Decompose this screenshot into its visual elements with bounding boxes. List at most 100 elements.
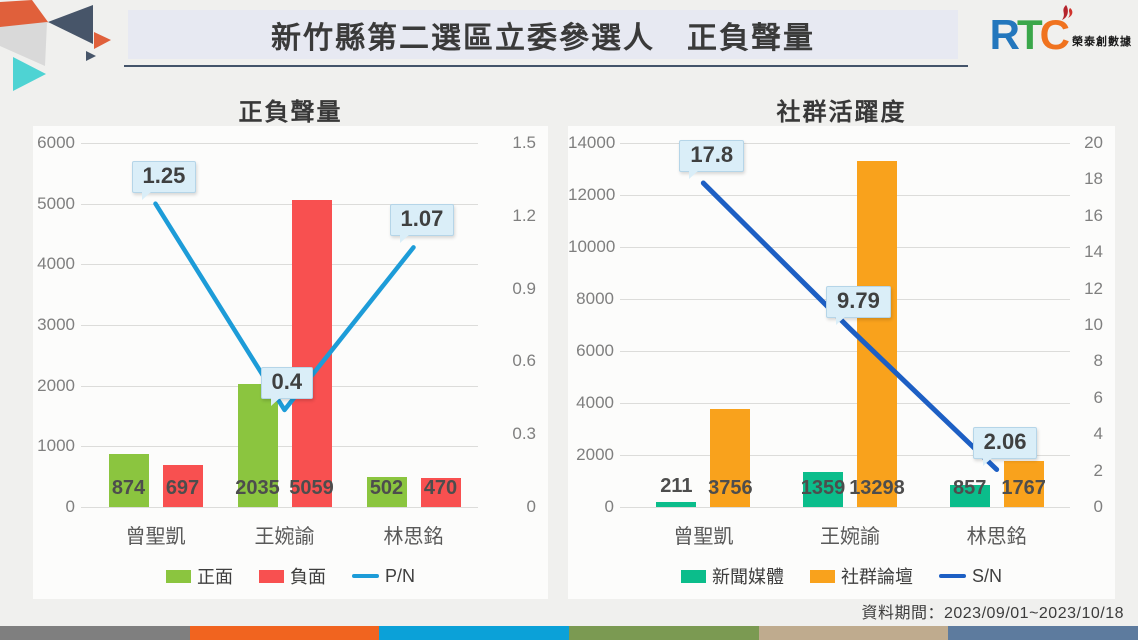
footer-color-strip bbox=[0, 626, 1138, 640]
legend-line-swatch bbox=[938, 574, 966, 578]
legend-item-negative: 負面 bbox=[258, 563, 326, 589]
gridline bbox=[81, 143, 478, 144]
news-media-bar bbox=[656, 501, 697, 507]
y-axis-tick-left: 12000 bbox=[568, 185, 616, 204]
social-forum-bar bbox=[1003, 461, 1044, 507]
social-forum-value-label: 1767 bbox=[1001, 477, 1046, 499]
brand-letter-c-wrap: C bbox=[1040, 5, 1073, 56]
news-media-value-label: 1359 bbox=[800, 477, 846, 499]
pn-ratio-line bbox=[153, 201, 416, 413]
legend-swatch bbox=[680, 569, 706, 583]
chart-title-sentiment: 正負聲量 bbox=[238, 99, 343, 126]
y-axis-tick-left: 10000 bbox=[568, 237, 616, 256]
flame-icon bbox=[1062, 5, 1073, 20]
legend-label: 負面 bbox=[289, 567, 326, 587]
sn-ratio-data-label: 9.79 bbox=[826, 285, 891, 325]
news-media-value-label: 857 bbox=[952, 477, 987, 499]
brand-letter-r: R bbox=[989, 11, 1020, 58]
page-title: 新竹縣第二選區立委參選人 正負聲量 bbox=[271, 21, 815, 55]
gridline bbox=[620, 143, 1070, 144]
negative-value-label: 697 bbox=[165, 477, 200, 499]
gridline bbox=[81, 507, 478, 508]
data-period-label: 資料期間：2023/09/01~2023/10/18 bbox=[861, 605, 1124, 622]
y-axis-tick-right: 0.6 bbox=[512, 351, 536, 371]
y-axis-tick-left: 4000 bbox=[37, 254, 75, 274]
legend-item-sn-ratio: S/N bbox=[938, 566, 1002, 587]
legend-label: P/N bbox=[384, 565, 415, 586]
y-axis-tick-left: 0 bbox=[604, 497, 614, 516]
legend-item-social-forum: 社群論壇 bbox=[809, 563, 913, 589]
y-axis-tick-right: 14 bbox=[1084, 242, 1103, 262]
news-media-bar bbox=[803, 471, 843, 507]
y-axis-tick-left: 2000 bbox=[576, 445, 614, 464]
gridline bbox=[620, 247, 1070, 248]
news-media-bar bbox=[949, 484, 990, 507]
gridline bbox=[620, 507, 1070, 508]
y-axis-tick-left: 1000 bbox=[37, 436, 75, 456]
footer-strip-segment bbox=[948, 626, 1138, 640]
y-axis-tick-right: 2 bbox=[1093, 460, 1103, 480]
y-axis-tick-right: 8 bbox=[1093, 351, 1103, 371]
footer-strip-segment bbox=[569, 626, 759, 640]
y-axis-tick-right: 0.9 bbox=[512, 278, 536, 298]
negative-bar bbox=[162, 464, 203, 507]
legend-swatch bbox=[258, 569, 284, 583]
category-label: 林思銘 bbox=[383, 526, 444, 548]
y-axis-tick-right: 6 bbox=[1093, 387, 1103, 407]
y-axis-tick-left: 8000 bbox=[576, 289, 614, 308]
pn-ratio-data-label: 1.25 bbox=[131, 160, 197, 200]
chart-legend: 正面 負面 P/N bbox=[33, 563, 548, 589]
brand-letter-t: T bbox=[1017, 11, 1043, 58]
legend-item-news-media: 新聞媒體 bbox=[680, 563, 784, 589]
legend-item-positive: 正面 bbox=[165, 563, 233, 589]
gridline bbox=[81, 446, 478, 448]
chart-title-social-activity: 社群活躍度 bbox=[776, 99, 907, 126]
social-forum-bar bbox=[857, 161, 897, 507]
y-axis-tick-left: 4000 bbox=[576, 393, 614, 412]
brand-name: 榮泰創數據 bbox=[1072, 36, 1132, 48]
chart-legend: 新聞媒體 社群論壇 S/N bbox=[568, 563, 1115, 589]
gridline bbox=[620, 351, 1070, 352]
negative-bar bbox=[291, 200, 332, 507]
y-axis-tick-right: 18 bbox=[1084, 169, 1103, 189]
y-axis-tick-left: 6000 bbox=[576, 341, 614, 360]
y-axis-tick-right: 12 bbox=[1084, 278, 1103, 298]
positive-value-label: 874 bbox=[111, 477, 146, 499]
y-axis-tick-right: 10 bbox=[1084, 315, 1103, 334]
y-axis-tick-left: 14000 bbox=[568, 133, 616, 152]
pn-ratio-data-label: 0.4 bbox=[260, 366, 314, 406]
positive-value-label: 2035 bbox=[235, 477, 280, 499]
gridline bbox=[620, 403, 1070, 404]
sentiment-chart-panel: 6000 5000 4000 3000 2000 1000 0 1.5 1.2 0.9 0.6 0.3… bbox=[33, 126, 548, 599]
social-activity-chart-panel: 14000 12000 10000 8000 6000 4000 2000 0 20 18 16 14… bbox=[568, 126, 1115, 599]
page-title-bar: 新竹縣第二選區立委參選人 正負聲量 bbox=[128, 10, 958, 59]
y-axis-tick-right: 1.2 bbox=[512, 205, 536, 225]
gridline bbox=[81, 264, 478, 266]
legend-line-swatch bbox=[351, 574, 379, 578]
y-axis-tick-right: 20 bbox=[1084, 133, 1103, 152]
sn-ratio-line bbox=[700, 180, 1000, 473]
rtc-letters: R T C bbox=[989, 5, 1073, 58]
negative-value-label: 5059 bbox=[289, 477, 334, 499]
news-media-value-label: 211 bbox=[660, 474, 693, 497]
rtc-brand-logo: R T C 榮泰創數據 bbox=[989, 5, 1132, 58]
social-forum-bar bbox=[710, 409, 751, 507]
legend-label: 正面 bbox=[196, 567, 233, 587]
y-axis-tick-right: 4 bbox=[1093, 424, 1103, 444]
y-axis-tick-left: 2000 bbox=[37, 375, 75, 395]
social-forum-value-label: 3756 bbox=[708, 477, 753, 499]
y-axis-tick-left: 3000 bbox=[37, 315, 75, 334]
category-label: 曾聖凱 bbox=[673, 526, 734, 548]
category-label: 曾聖凱 bbox=[125, 526, 186, 548]
negative-value-label: 470 bbox=[423, 477, 458, 499]
positive-bar bbox=[366, 476, 407, 507]
y-axis-tick-left: 6000 bbox=[37, 133, 75, 152]
y-axis-tick-left: 0 bbox=[65, 497, 75, 516]
gridline bbox=[620, 195, 1070, 196]
social-forum-value-label: 13298 bbox=[849, 477, 905, 499]
y-axis-tick-right: 0.3 bbox=[512, 424, 536, 444]
negative-bar bbox=[420, 478, 461, 507]
legend-label: 社群論壇 bbox=[840, 567, 913, 587]
legend-item-pn-ratio: P/N bbox=[351, 565, 415, 587]
pn-ratio-data-label: 1.07 bbox=[389, 204, 455, 244]
